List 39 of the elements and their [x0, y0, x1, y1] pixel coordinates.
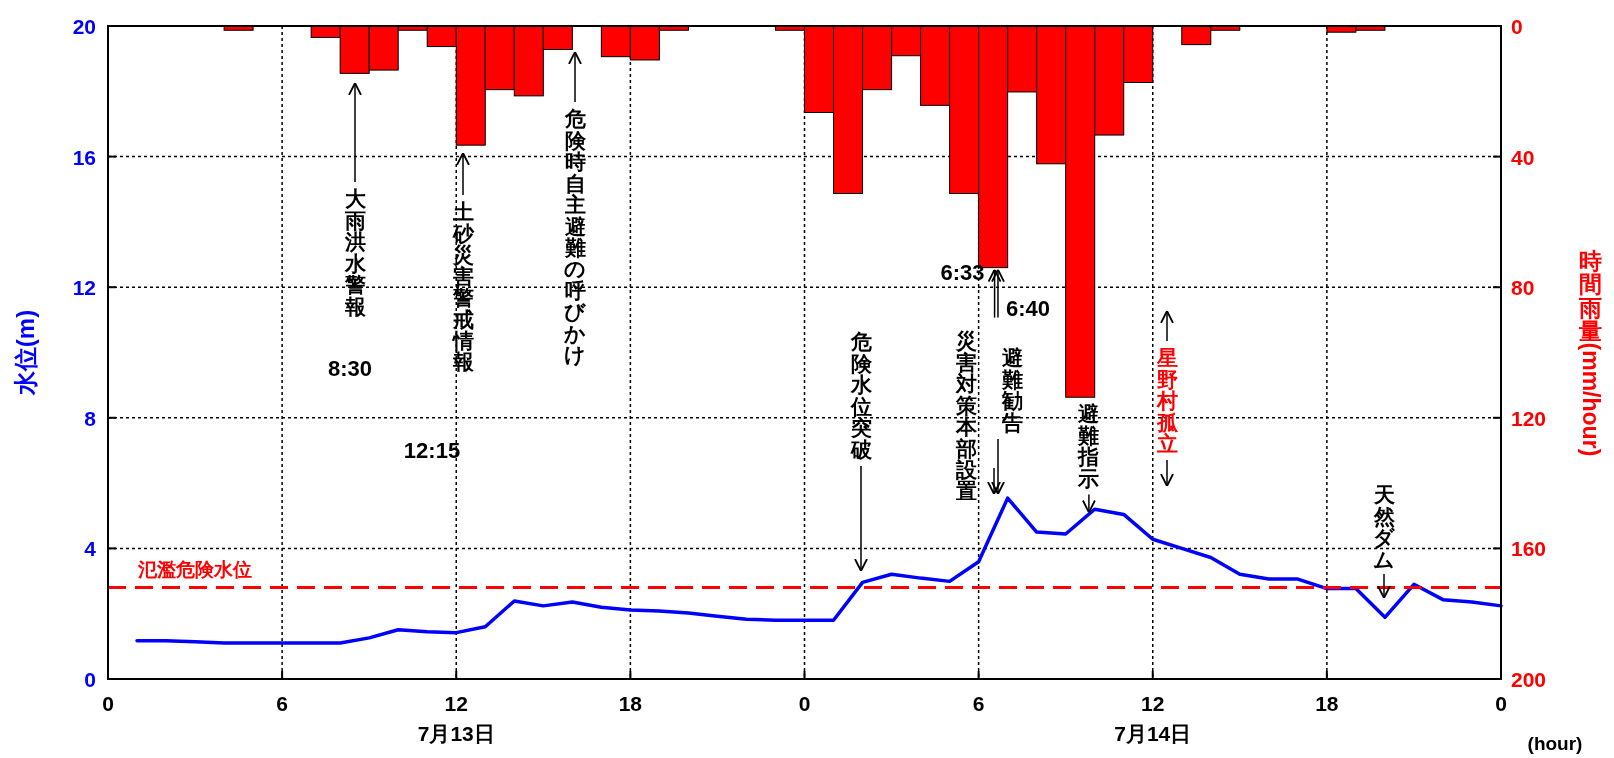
x-tick-label: 18 — [1315, 692, 1339, 715]
y2-tick-label: 120 — [1511, 406, 1547, 430]
text: 7月14日 — [1114, 722, 1192, 745]
annotation: 6:40 — [1005, 295, 1051, 321]
x-tick-label: 12 — [444, 692, 468, 715]
annotation: 避難勧告 — [1000, 346, 1023, 434]
y2-tick-label: 40 — [1511, 145, 1535, 169]
x-tick-label: 6 — [276, 692, 288, 715]
y-axis-title: 水位(m) — [12, 309, 39, 397]
x-tick-label: 12 — [1141, 692, 1165, 715]
x-tick-label: 0 — [798, 692, 811, 715]
annotation: 天然ダム — [1372, 483, 1396, 571]
y2-tick-label: 0 — [1511, 15, 1523, 38]
annotation: 6:33 — [940, 259, 985, 285]
text: 7月13日 — [417, 722, 495, 745]
x-tick-label: 0 — [1495, 692, 1507, 715]
annotation: 12:15 — [403, 438, 461, 463]
y-tick-label: 12 — [72, 276, 96, 300]
annotation: 避難指示 — [1077, 402, 1100, 490]
annotation: 8:30 — [327, 356, 373, 381]
ref-line-label: 氾濫危険水位 — [137, 558, 252, 580]
x-tick-label: 6 — [972, 692, 985, 715]
y-tick-label: 0 — [84, 668, 96, 691]
y-tick-label: 8 — [84, 406, 97, 430]
annotation: 大雨洪水警報 — [343, 187, 367, 318]
text: 時間雨量(mm/hour) — [1578, 247, 1605, 457]
annotation: 危険水位突破 — [849, 330, 873, 461]
y-tick-label: 20 — [72, 15, 96, 38]
x-tick-label: 0 — [102, 692, 114, 715]
y2-tick-label: 200 — [1511, 668, 1547, 691]
x-tick-label: 18 — [618, 692, 643, 715]
y2-tick-label: 80 — [1511, 276, 1535, 300]
text: 危険時自主避難の呼びかけ — [564, 107, 586, 367]
x-axis-title: (hour) — [1527, 733, 1583, 754]
annotation: 星野村孤立 — [1155, 346, 1179, 456]
y-tick-label: 16 — [72, 145, 96, 169]
annotation: 災害対策本部設置 — [954, 329, 978, 503]
y2-tick-label: 160 — [1511, 537, 1547, 561]
y-tick-label: 4 — [84, 537, 97, 561]
